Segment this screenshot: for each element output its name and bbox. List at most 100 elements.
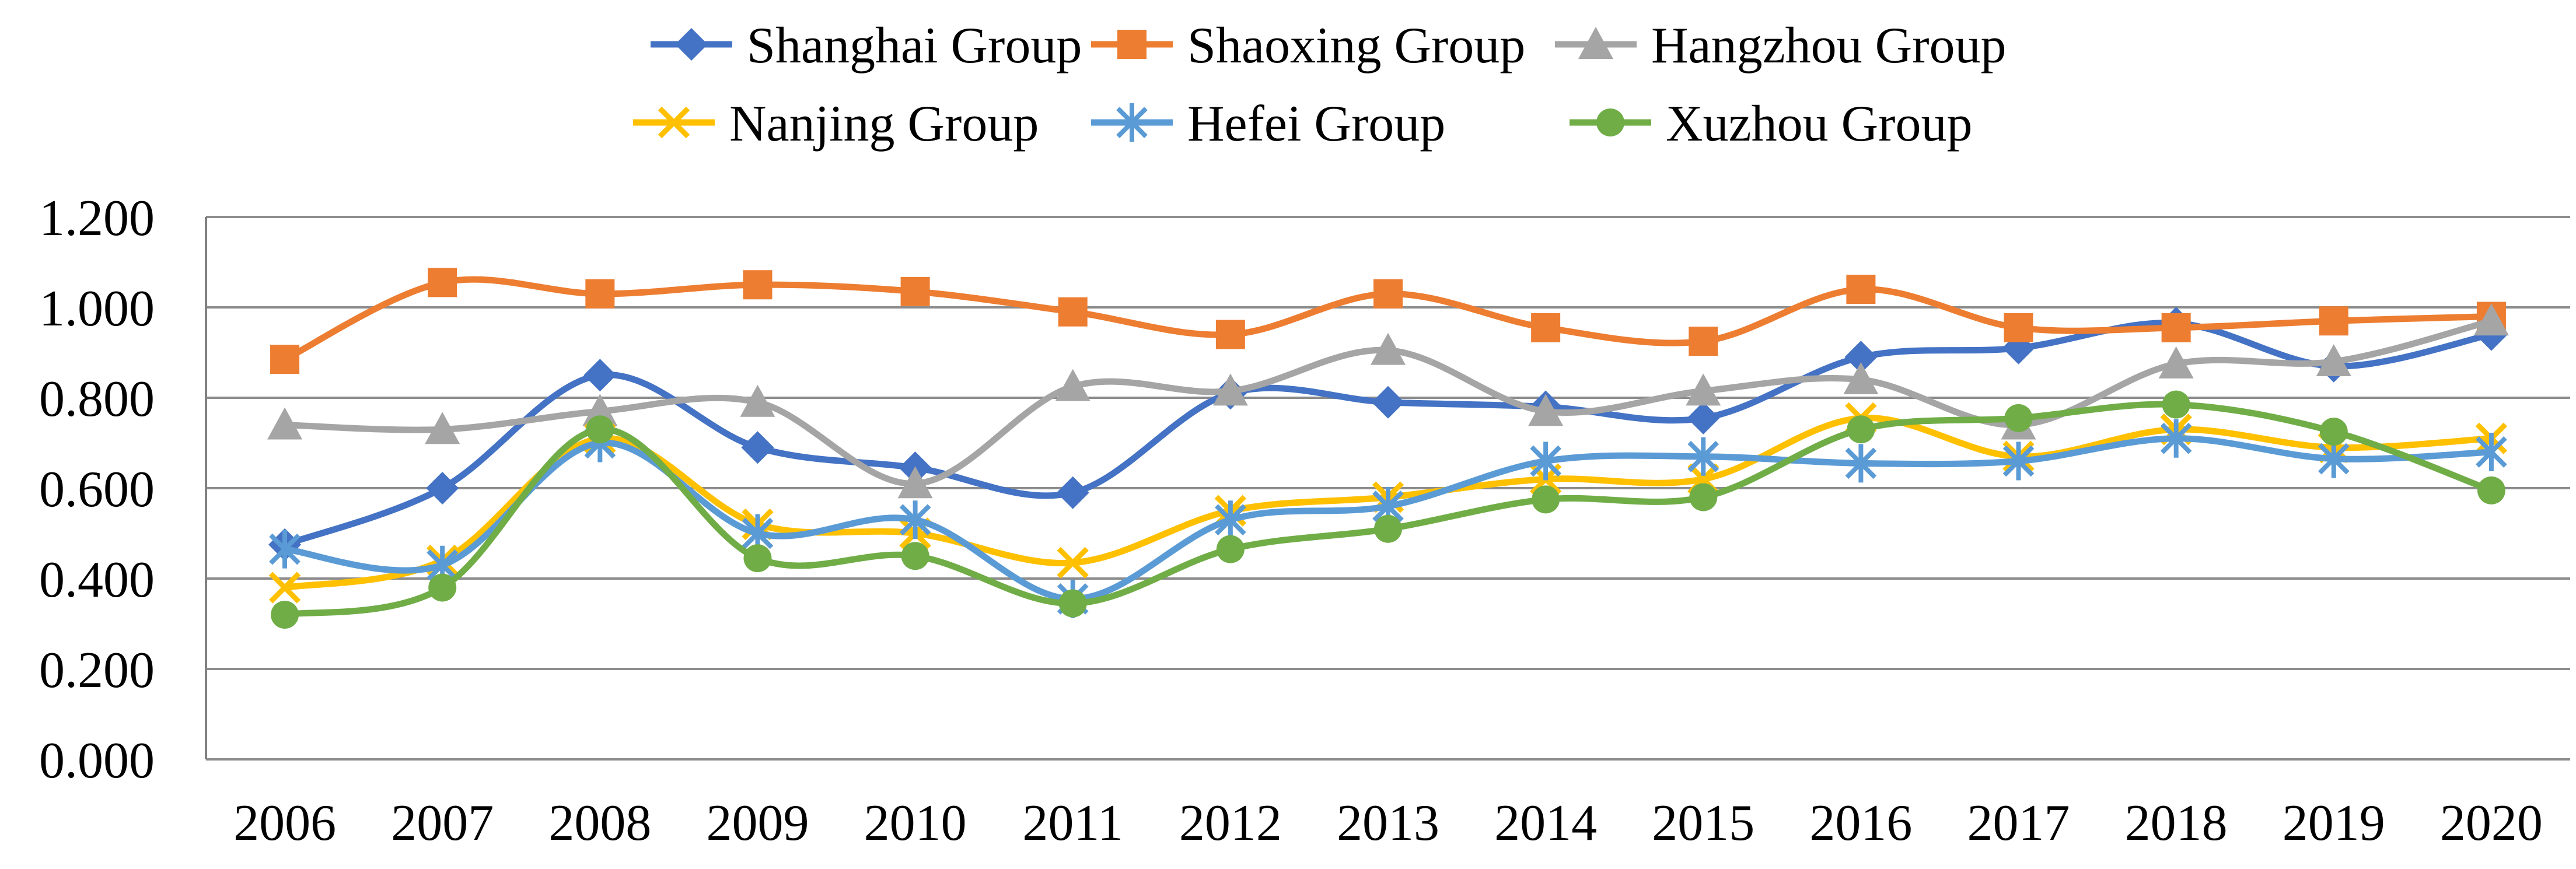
asterisk-marker-hefei-group — [269, 530, 300, 569]
triangle-marker-hangzhou-group — [1371, 332, 1406, 365]
square-marker-shaoxing-group — [1531, 313, 1561, 342]
triangle-marker-legend-hangzhou-group — [1578, 27, 1613, 59]
circle-marker-xuzhou-group — [271, 601, 299, 629]
asterisk-marker-hefei-group — [2318, 439, 2350, 478]
circle-marker-xuzhou-group — [2319, 418, 2348, 446]
square-marker-shaoxing-group — [270, 345, 300, 374]
triangle-marker-hangzhou-group — [2316, 344, 2351, 376]
x-tick-label: 2018 — [2125, 795, 2228, 852]
x-marker-nanjing-group — [1057, 546, 1089, 579]
triangle-marker-hangzhou-group — [740, 384, 775, 417]
circle-marker-xuzhou-group — [743, 544, 772, 573]
x-tick-label: 2016 — [1809, 795, 1912, 852]
asterisk-marker-hefei-group — [1687, 437, 1719, 476]
y-tick-label: 0.800 — [39, 371, 155, 428]
x-marker-legend-nanjing-group — [658, 106, 690, 139]
square-marker-shaoxing-group — [2004, 313, 2033, 342]
legend-label-shanghai-group: Shanghai Group — [747, 17, 1082, 74]
square-marker-legend-shaoxing-group — [1117, 30, 1147, 59]
triangle-marker-hangzhou-group — [897, 466, 933, 499]
triangle-marker-hangzhou-group — [267, 407, 303, 440]
legend-label-shaoxing-group: Shaoxing Group — [1187, 17, 1525, 74]
x-tick-label: 2009 — [706, 795, 809, 852]
square-marker-shaoxing-group — [900, 276, 930, 306]
diamond-marker-shanghai-group — [426, 472, 459, 504]
y-tick-label: 0.200 — [39, 642, 155, 699]
y-tick-label: 0.400 — [39, 552, 155, 608]
square-marker-shaoxing-group — [585, 279, 615, 309]
circle-marker-xuzhou-group — [1689, 483, 1718, 511]
triangle-marker-hangzhou-group — [2158, 346, 2194, 379]
square-marker-shaoxing-group — [2161, 313, 2191, 342]
x-tick-label: 2017 — [1967, 795, 2070, 852]
square-marker-shaoxing-group — [743, 270, 773, 300]
x-tick-label: 2019 — [2283, 795, 2385, 852]
triangle-marker-hangzhou-group — [1528, 394, 1564, 426]
diamond-marker-shanghai-group — [1056, 476, 1089, 509]
legend-label-xuzhou-group: Xuzhou Group — [1666, 96, 1972, 152]
square-marker-shaoxing-group — [1846, 275, 1876, 304]
circle-marker-xuzhou-group — [2004, 404, 2033, 432]
triangle-marker-hangzhou-group — [1055, 369, 1090, 401]
square-marker-shaoxing-group — [2319, 306, 2348, 336]
circle-marker-xuzhou-group — [1847, 415, 1875, 444]
legend-label-hefei-group: Hefei Group — [1187, 96, 1445, 152]
asterisk-marker-hefei-group — [2160, 419, 2192, 458]
triangle-marker-hangzhou-group — [1212, 373, 1248, 406]
diamond-marker-shanghai-group — [583, 359, 617, 392]
x-tick-label: 2006 — [233, 795, 336, 852]
x-marker-nanjing-group — [268, 572, 301, 604]
square-marker-shaoxing-group — [1373, 279, 1403, 309]
series-line-hefei-group — [284, 435, 2492, 602]
triangle-marker-hangzhou-group — [2473, 303, 2509, 336]
x-tick-label: 2015 — [1652, 795, 1754, 852]
x-tick-label: 2010 — [864, 795, 967, 852]
triangle-marker-hangzhou-group — [1843, 362, 1879, 394]
x-tick-label: 2008 — [548, 795, 651, 852]
square-marker-shaoxing-group — [1689, 327, 1718, 356]
circle-marker-xuzhou-group — [586, 415, 614, 444]
circle-marker-xuzhou-group — [428, 573, 457, 602]
asterisk-marker-hefei-group — [899, 500, 931, 539]
legend-label-hangzhou-group: Hangzhou Group — [1651, 17, 2007, 74]
y-tick-label: 0.600 — [39, 461, 155, 518]
x-tick-label: 2012 — [1179, 795, 1282, 852]
x-tick-label: 2014 — [1494, 795, 1597, 852]
square-marker-shaoxing-group — [1058, 297, 1088, 327]
legend-label-nanjing-group: Nanjing Group — [729, 96, 1039, 152]
asterisk-marker-hefei-group — [2002, 441, 2035, 481]
x-tick-label: 2020 — [2440, 795, 2543, 852]
circle-marker-xuzhou-group — [1058, 589, 1087, 618]
asterisk-marker-hefei-group — [1530, 441, 1561, 481]
circle-marker-xuzhou-group — [2162, 390, 2190, 419]
x-tick-label: 2013 — [1337, 795, 1439, 852]
triangle-marker-hangzhou-group — [582, 394, 618, 426]
x-tick-label: 2011 — [1022, 795, 1123, 852]
square-marker-shaoxing-group — [428, 268, 457, 297]
triangle-marker-hangzhou-group — [425, 412, 460, 444]
diamond-marker-shanghai-group — [741, 431, 774, 464]
asterisk-marker-hefei-group — [2476, 433, 2507, 471]
asterisk-marker-legend-hefei-group — [1116, 103, 1148, 142]
circle-marker-legend-xuzhou-group — [1596, 108, 1624, 136]
circle-marker-xuzhou-group — [1216, 535, 1245, 563]
asterisk-marker-hefei-group — [1845, 444, 1877, 483]
diamond-marker-shanghai-group — [1372, 386, 1404, 419]
y-tick-label: 1.000 — [39, 281, 155, 337]
circle-marker-xuzhou-group — [1374, 514, 1402, 543]
y-tick-label: 0.000 — [39, 733, 155, 789]
y-tick-label: 1.200 — [39, 190, 155, 247]
x-tick-label: 2007 — [391, 795, 494, 852]
series-line-xuzhou-group — [284, 401, 2493, 618]
asterisk-marker-hefei-group — [1215, 500, 1246, 539]
square-marker-shaoxing-group — [1215, 320, 1245, 349]
triangle-marker-hangzhou-group — [1686, 373, 1721, 406]
circle-marker-xuzhou-group — [1532, 485, 1560, 514]
diamond-marker-legend-shanghai-group — [675, 28, 708, 61]
diamond-marker-shanghai-group — [1844, 341, 1878, 374]
circle-marker-xuzhou-group — [901, 542, 929, 570]
diamond-marker-shanghai-group — [1687, 401, 1720, 434]
circle-marker-xuzhou-group — [2477, 476, 2505, 504]
